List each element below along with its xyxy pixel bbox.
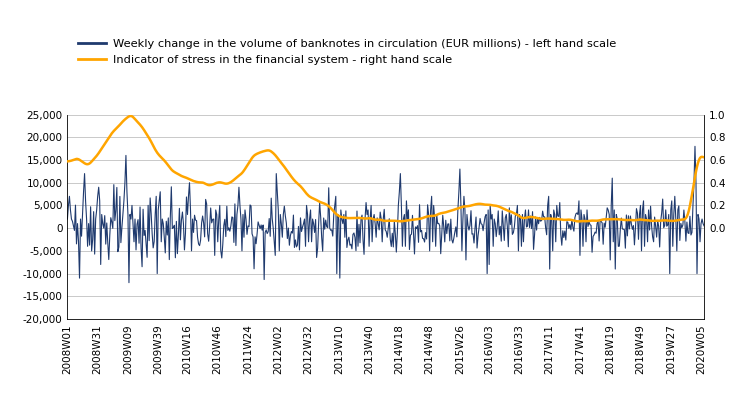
- Legend: Weekly change in the volume of banknotes in circulation (EUR millions) - left ha: Weekly change in the volume of banknotes…: [73, 34, 621, 69]
